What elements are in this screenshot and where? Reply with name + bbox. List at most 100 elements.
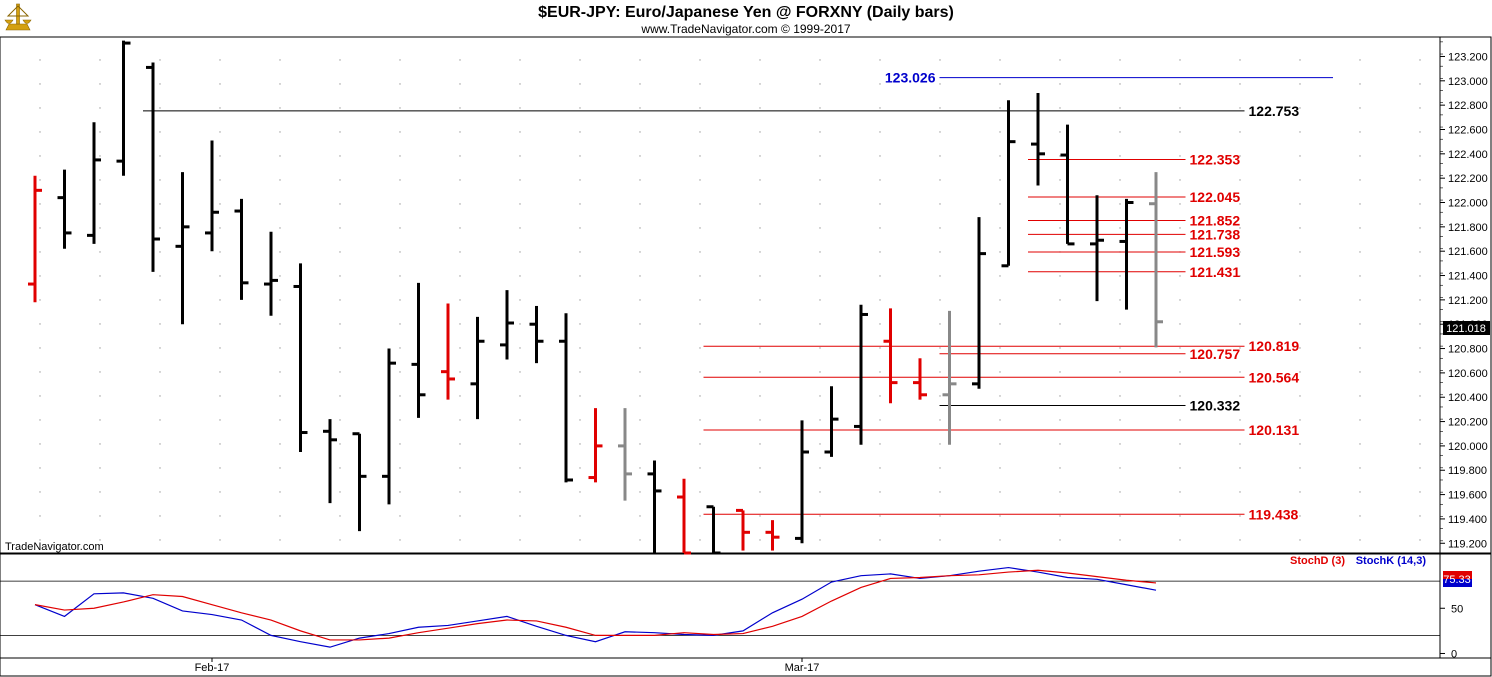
grid-dot <box>1299 203 1301 205</box>
grid-dot <box>819 251 821 253</box>
grid-dot <box>1119 467 1121 469</box>
ohlc-bar <box>942 310 957 445</box>
stoch-last-tag-top <box>1443 571 1472 579</box>
price-pane <box>0 36 1441 554</box>
grid-dot <box>759 347 761 349</box>
grid-dot <box>279 395 281 397</box>
grid-dot <box>1299 443 1301 445</box>
grid-dot <box>459 323 461 325</box>
grid-dot <box>999 251 1001 253</box>
grid-dot <box>699 59 701 61</box>
grid-dot <box>39 59 41 61</box>
grid-dot <box>399 395 401 397</box>
grid-dot <box>519 203 521 205</box>
ohlc-bar <box>470 316 485 420</box>
grid-dot <box>519 323 521 325</box>
date-axis <box>0 657 1492 677</box>
ohlc-bar <box>264 231 278 316</box>
grid-dot <box>219 179 221 181</box>
grid-dot <box>879 131 881 133</box>
grid-dot <box>999 515 1001 517</box>
grid-dot <box>99 179 101 181</box>
grid-dot <box>1059 395 1061 397</box>
grid-dot <box>579 515 581 517</box>
ohlc-bar <box>588 408 603 483</box>
price-tick-label: 121.600 <box>1448 246 1488 258</box>
grid-dot <box>1419 131 1421 133</box>
grid-dot <box>579 371 581 373</box>
grid-dot <box>519 539 521 541</box>
grid-dot <box>519 107 521 109</box>
grid-dot <box>159 107 161 109</box>
grid-dot <box>579 59 581 61</box>
grid-dot <box>579 155 581 157</box>
grid-dot <box>399 275 401 277</box>
grid-dot <box>819 299 821 301</box>
ohlc-bar <box>883 308 898 404</box>
grid-dot <box>339 347 341 349</box>
price-tick-label: 120.400 <box>1448 392 1488 404</box>
ohlc-bar <box>647 460 662 553</box>
grid-dot <box>819 515 821 517</box>
grid-dot <box>879 227 881 229</box>
grid-dot <box>699 179 701 181</box>
grid-dot <box>1359 539 1361 541</box>
grid-dot <box>1119 83 1121 85</box>
grid-dot <box>159 251 161 253</box>
grid-dot <box>219 371 221 373</box>
grid-dot <box>459 443 461 445</box>
grid-dot <box>1119 179 1121 181</box>
grid-dot <box>999 299 1001 301</box>
grid-dot <box>639 83 641 85</box>
grid-dot <box>219 539 221 541</box>
stoch-series-line <box>34 569 1157 641</box>
ohlc-bar <box>1001 100 1016 268</box>
grid-dot <box>1239 419 1241 421</box>
grid-dot <box>219 299 221 301</box>
grid-dot <box>279 347 281 349</box>
grid-dot <box>579 467 581 469</box>
grid-dot <box>1239 515 1241 517</box>
price-tick-label: 122.400 <box>1448 149 1488 161</box>
grid-dot <box>1239 203 1241 205</box>
grid-dot <box>399 419 401 421</box>
price-tick-label: 119.800 <box>1448 465 1487 477</box>
grid-dot <box>1419 275 1421 277</box>
level-label: 122.045 <box>1190 189 1241 205</box>
grid-dot <box>1179 83 1181 85</box>
grid-dot <box>759 155 761 157</box>
grid-dot <box>219 251 221 253</box>
grid-dot <box>1059 275 1061 277</box>
grid-dot <box>939 227 941 229</box>
grid-dot <box>519 467 521 469</box>
grid-dot <box>39 107 41 109</box>
grid-dot <box>1119 323 1121 325</box>
grid-dot <box>1359 155 1361 157</box>
grid-dot <box>399 155 401 157</box>
grid-dot <box>1419 107 1421 109</box>
grid-dot <box>699 299 701 301</box>
grid-dot <box>1299 107 1301 109</box>
grid-dot <box>1059 323 1061 325</box>
ohlc-bar <box>441 303 455 400</box>
grid-dot <box>939 371 941 373</box>
grid-dot <box>339 371 341 373</box>
grid-dot <box>99 347 101 349</box>
grid-dot <box>1239 83 1241 85</box>
grid-dot <box>1119 371 1121 373</box>
grid-dot <box>1299 515 1301 517</box>
grid-dot <box>399 515 401 517</box>
grid-dot <box>459 467 461 469</box>
grid-dot <box>459 539 461 541</box>
grid-dot <box>99 275 101 277</box>
grid-dot <box>999 371 1001 373</box>
grid-dot <box>159 59 161 61</box>
grid-dot <box>819 371 821 373</box>
grid-dot <box>1179 395 1181 397</box>
grid-dot <box>639 131 641 133</box>
grid-dot <box>1179 419 1181 421</box>
grid-dot <box>219 59 221 61</box>
grid-dot <box>279 515 281 517</box>
grid-dot <box>339 467 341 469</box>
grid-dot <box>999 323 1001 325</box>
